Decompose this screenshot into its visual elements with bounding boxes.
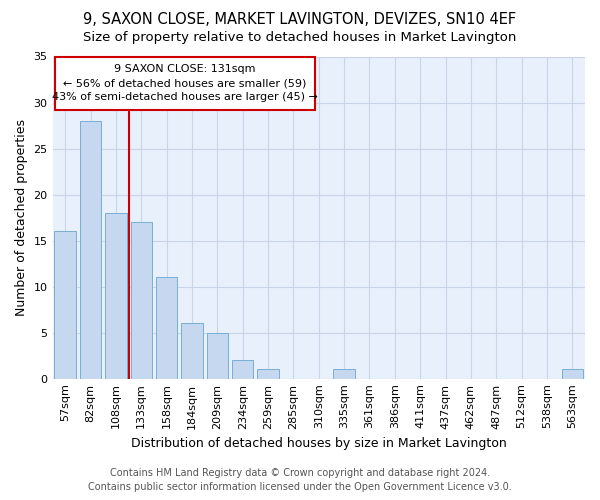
- Bar: [257, 370, 279, 378]
- Bar: [232, 360, 253, 378]
- Bar: [80, 121, 101, 378]
- Bar: [206, 332, 228, 378]
- Bar: [334, 370, 355, 378]
- Bar: [156, 278, 178, 378]
- Bar: [55, 232, 76, 378]
- FancyBboxPatch shape: [55, 56, 315, 110]
- Y-axis label: Number of detached properties: Number of detached properties: [15, 119, 28, 316]
- Text: Contains HM Land Registry data © Crown copyright and database right 2024.
Contai: Contains HM Land Registry data © Crown c…: [88, 468, 512, 492]
- X-axis label: Distribution of detached houses by size in Market Lavington: Distribution of detached houses by size …: [131, 437, 506, 450]
- Bar: [181, 324, 203, 378]
- Text: 9 SAXON CLOSE: 131sqm
← 56% of detached houses are smaller (59)
43% of semi-deta: 9 SAXON CLOSE: 131sqm ← 56% of detached …: [52, 64, 318, 102]
- Bar: [562, 370, 583, 378]
- Bar: [131, 222, 152, 378]
- Text: Size of property relative to detached houses in Market Lavington: Size of property relative to detached ho…: [83, 31, 517, 44]
- Text: 9, SAXON CLOSE, MARKET LAVINGTON, DEVIZES, SN10 4EF: 9, SAXON CLOSE, MARKET LAVINGTON, DEVIZE…: [83, 12, 517, 28]
- Bar: [105, 213, 127, 378]
